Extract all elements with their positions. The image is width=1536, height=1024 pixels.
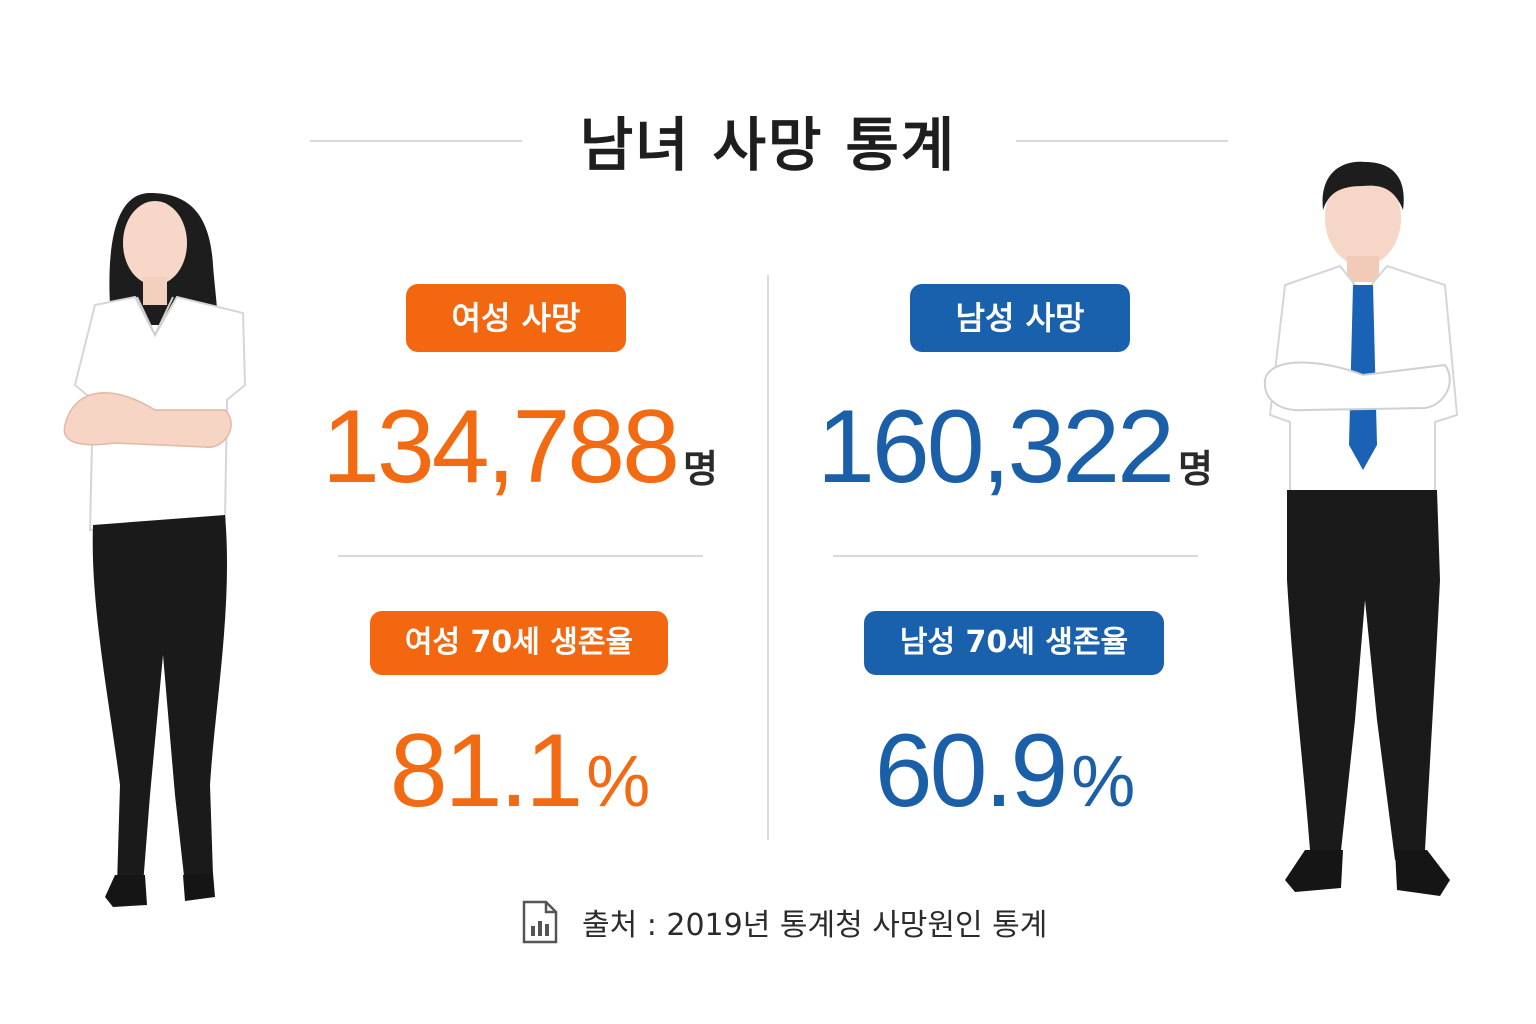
male-death-unit: 명 [1177,449,1213,491]
female-death-unit: 명 [682,449,718,491]
page-title: 남녀 사망 통계 [579,111,957,179]
title-rule-left [310,140,522,142]
male-death-count: 160,322 명 [795,388,1235,507]
man-illustration [1263,161,1459,896]
male-survival-number: 60.9 [874,713,1068,829]
male-survival-rate: 60.9% [785,712,1225,831]
source-note: 출처 : 2019년 통계청 사망원인 통계 [520,896,1047,948]
center-divider [767,275,769,840]
female-death-number: 134,788 [322,389,680,505]
female-survival-unit: % [586,742,651,822]
title-rule-right [1016,140,1228,142]
female-survival-rate: 81.1% [300,712,740,831]
male-death-badge: 남성 사망 [910,284,1130,352]
male-survival-unit: % [1071,742,1136,822]
female-survival-badge: 여성 70세 생존율 [370,611,668,675]
female-death-badge: 여성 사망 [406,284,626,352]
male-section-rule [833,555,1198,557]
male-death-number: 160,322 [817,389,1175,505]
male-survival-badge: 남성 70세 생존율 [864,611,1164,675]
female-survival-number: 81.1 [389,713,583,829]
female-death-count: 134,788 명 [300,388,740,507]
woman-illustration [63,193,247,907]
chart-document-icon [522,900,558,944]
source-text: 출처 : 2019년 통계청 사망원인 통계 [582,908,1048,943]
female-section-rule [338,555,703,557]
